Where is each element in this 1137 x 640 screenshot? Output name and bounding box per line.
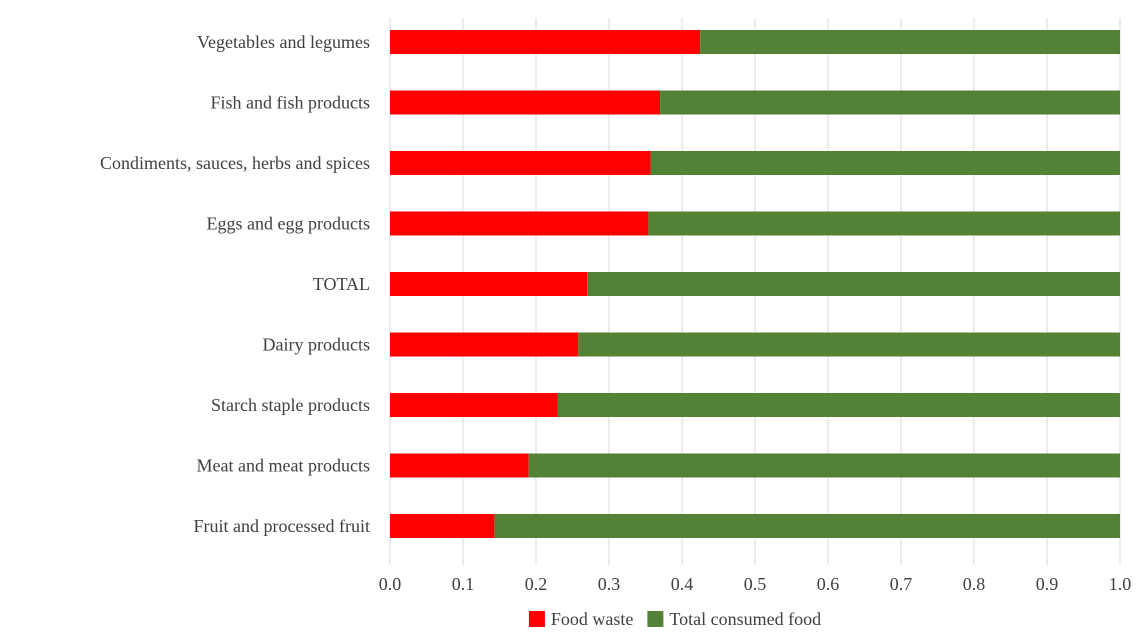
category-label-4: TOTAL	[313, 274, 370, 294]
bar-total-consumed-5	[578, 332, 1120, 357]
bar-food-waste-1	[390, 90, 661, 115]
bars	[390, 30, 1120, 538]
bar-food-waste-3	[390, 211, 649, 236]
x-tick-label-2: 0.2	[525, 574, 548, 594]
bar-food-waste-4	[390, 272, 588, 296]
bar-total-consumed-2	[650, 151, 1120, 175]
category-label-1: Fish and fish products	[211, 93, 371, 113]
legend-label-1: Total consumed food	[669, 609, 821, 629]
bar-total-consumed-4	[587, 272, 1120, 296]
bar-total-consumed-3	[648, 211, 1120, 236]
x-tick-label-7: 0.7	[890, 574, 913, 594]
legend-swatch-1	[647, 611, 664, 627]
category-label-7: Meat and meat products	[197, 456, 370, 476]
category-label-5: Dairy products	[263, 335, 370, 355]
x-tick-label-1: 0.1	[452, 574, 475, 594]
bar-food-waste-8	[390, 514, 495, 538]
category-labels: Vegetables and legumes Fish and fish prod…	[100, 32, 370, 536]
bar-total-consumed-6	[557, 393, 1120, 417]
x-tick-label-3: 0.3	[598, 574, 621, 594]
bar-total-consumed-0	[700, 30, 1120, 54]
bar-food-waste-7	[390, 453, 529, 478]
category-label-8: Fruit and processed fruit	[194, 516, 370, 536]
legend: Food waste Total consumed food	[528, 609, 821, 629]
x-tick-label-5: 0.5	[744, 574, 767, 594]
bar-total-consumed-8	[494, 514, 1120, 538]
x-tick-label-10: 1.0	[1109, 574, 1132, 594]
x-tick-label-9: 0.9	[1036, 574, 1059, 594]
x-tick-label-6: 0.6	[817, 574, 840, 594]
x-tick-label-8: 0.8	[963, 574, 986, 594]
bar-food-waste-6	[390, 393, 558, 417]
bar-food-waste-5	[390, 332, 579, 357]
x-tick-label-0: 0.0	[379, 574, 402, 594]
bar-food-waste-0	[390, 30, 701, 54]
category-label-0: Vegetables and legumes	[197, 32, 370, 52]
bar-total-consumed-7	[528, 453, 1120, 478]
legend-label-0: Food waste	[551, 609, 634, 629]
category-label-3: Eggs and egg products	[207, 214, 370, 234]
legend-swatch-0	[528, 611, 545, 627]
bar-total-consumed-1	[660, 90, 1120, 115]
category-label-2: Condiments, sauces, herbs and spices	[100, 153, 370, 173]
x-tick-labels: 0.0 0.1 0.2 0.3 0.4 0.5 0.6 0.7 0.8 0.9 1.0	[379, 574, 1132, 594]
category-label-6: Starch staple products	[211, 395, 370, 415]
x-tick-label-4: 0.4	[671, 574, 694, 594]
bar-food-waste-2	[390, 151, 651, 175]
